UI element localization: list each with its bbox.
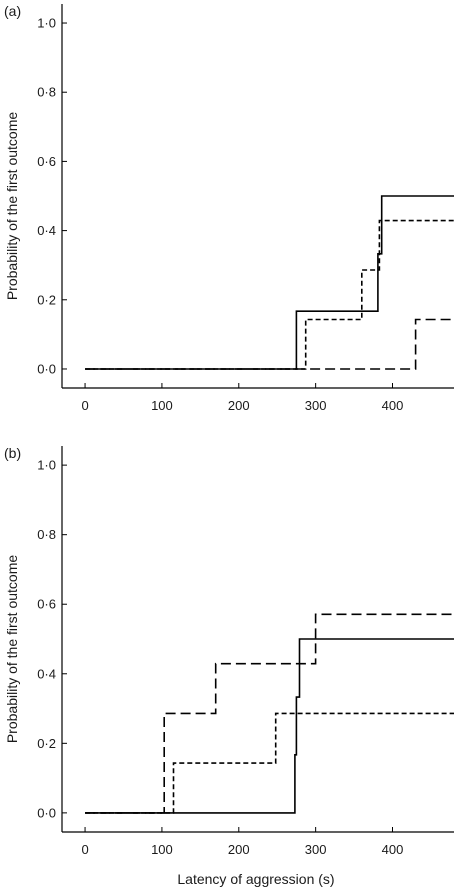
- series-line-dotted: [85, 712, 454, 814]
- series-line-dashed: [85, 613, 454, 814]
- x-tick-label: 300: [305, 842, 327, 857]
- y-tick-label: 0·2: [37, 736, 56, 751]
- x-tick-label: 400: [382, 398, 404, 413]
- x-tick-label: 400: [382, 842, 404, 857]
- chart-panel-1: 0·0 0·2 0·4 0·6 0·8 1·0 0 100 200 300 400 (a) Probab…: [4, 3, 454, 413]
- y-tick-label: 0·2: [37, 292, 56, 307]
- series-line-solid: [85, 638, 454, 814]
- y-tick-label: 1·0: [37, 16, 56, 31]
- series-line-dotted: [85, 219, 454, 370]
- y-tick-label: 0·6: [37, 154, 56, 169]
- y-tick-label: 0·8: [37, 85, 56, 100]
- chart-panel-2: 0·0 0·2 0·4 0·6 0·8 1·0 0 100 200 300 400 (b) Probab…: [4, 445, 454, 887]
- y-tick-label: 1·0: [37, 458, 56, 473]
- series-line-solid: [85, 195, 454, 370]
- x-tick-label: 0: [81, 398, 88, 413]
- panel-label: (a): [4, 3, 21, 19]
- series-line-dashed: [85, 318, 454, 370]
- y-axis-label: Probability of the first outcome: [4, 112, 20, 301]
- x-tick-label: 0: [81, 842, 88, 857]
- y-tick-label: 0·4: [37, 666, 56, 681]
- y-tick-label: 0·0: [37, 361, 56, 376]
- x-tick-label: 200: [228, 842, 250, 857]
- panel-label: (b): [4, 445, 21, 461]
- y-tick-label: 0·6: [37, 597, 56, 612]
- x-tick-label: 300: [305, 398, 327, 413]
- x-tick-label: 100: [151, 398, 173, 413]
- y-tick-label: 0·4: [37, 223, 56, 238]
- x-tick-label: 100: [151, 842, 173, 857]
- x-tick-label: 200: [228, 398, 250, 413]
- y-axis-label: Probability of the first outcome: [4, 555, 20, 744]
- y-tick-label: 0·0: [37, 805, 56, 820]
- x-axis-label: Latency of aggression (s): [177, 871, 334, 887]
- y-tick-label: 0·8: [37, 527, 56, 542]
